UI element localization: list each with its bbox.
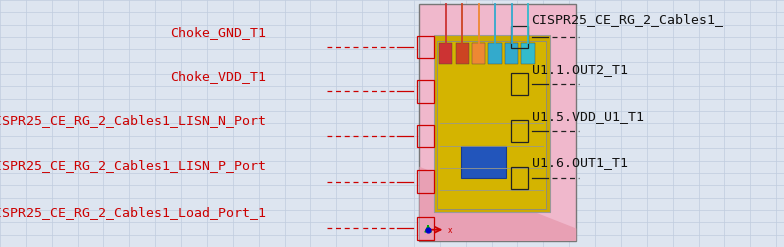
Bar: [417, 170, 434, 193]
Bar: [521, 43, 535, 64]
Bar: [461, 146, 506, 178]
Bar: [417, 217, 434, 240]
Bar: [419, 4, 576, 241]
Bar: [437, 41, 546, 209]
Bar: [417, 125, 434, 147]
Bar: [417, 36, 434, 58]
Bar: [472, 43, 485, 64]
Text: CISPR25_CE_RG_2_Cables1_LISN_N_Port: CISPR25_CE_RG_2_Cables1_LISN_N_Port: [0, 115, 267, 127]
Bar: [456, 43, 469, 64]
Text: U1.5.VDD_U1_T1: U1.5.VDD_U1_T1: [532, 110, 644, 123]
Bar: [511, 167, 528, 189]
Bar: [417, 80, 434, 103]
Text: CISPR25_CE_RG_2_Cables1_: CISPR25_CE_RG_2_Cables1_: [532, 13, 724, 26]
Bar: [488, 43, 502, 64]
Bar: [511, 73, 528, 95]
Bar: [511, 120, 528, 142]
Polygon shape: [419, 167, 576, 241]
Bar: [505, 43, 518, 64]
Text: CISPR25_CE_RG_2_Cables1_Load_Port_1: CISPR25_CE_RG_2_Cables1_Load_Port_1: [0, 206, 267, 219]
Text: U1.6.OUT1_T1: U1.6.OUT1_T1: [532, 157, 627, 169]
Bar: [434, 35, 550, 212]
Text: Choke_GND_T1: Choke_GND_T1: [171, 26, 267, 39]
Text: CISPR25_CE_RG_2_Cables1_LISN_P_Port: CISPR25_CE_RG_2_Cables1_LISN_P_Port: [0, 159, 267, 172]
Text: Choke_VDD_T1: Choke_VDD_T1: [171, 70, 267, 83]
Text: x: x: [448, 226, 452, 235]
Text: U1.1.OUT2_T1: U1.1.OUT2_T1: [532, 63, 627, 76]
Bar: [439, 43, 452, 64]
Bar: [511, 26, 528, 48]
